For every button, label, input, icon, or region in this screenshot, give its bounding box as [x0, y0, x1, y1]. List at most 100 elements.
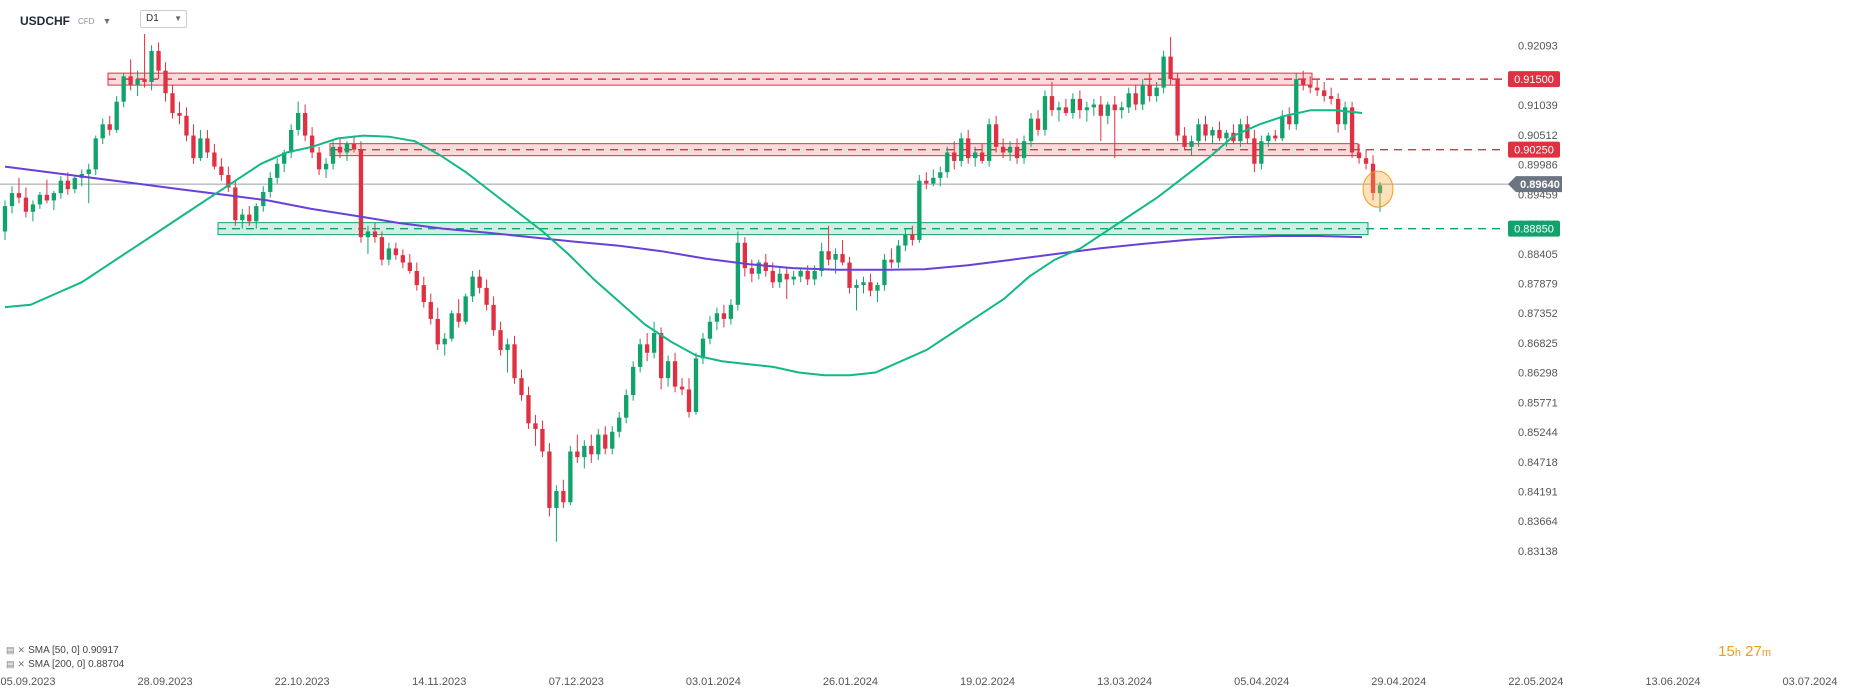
candle-body[interactable]	[295, 112, 301, 130]
candle-body[interactable]	[16, 193, 22, 198]
candle-body[interactable]	[693, 358, 699, 413]
candle-body[interactable]	[316, 152, 322, 170]
sma50-line[interactable]	[4, 109, 1363, 377]
candle-body[interactable]	[463, 296, 468, 322]
candle-body[interactable]	[686, 389, 692, 413]
candle-body[interactable]	[240, 214, 245, 221]
candle-body[interactable]	[1070, 98, 1076, 113]
candle-body[interactable]	[414, 270, 419, 286]
candle-body[interactable]	[735, 242, 741, 305]
candle-body[interactable]	[582, 445, 587, 458]
candle-body[interactable]	[219, 166, 224, 176]
candle-body[interactable]	[631, 366, 636, 396]
candle-body[interactable]	[679, 386, 685, 390]
candle-body[interactable]	[268, 177, 273, 192]
candle-body[interactable]	[624, 395, 629, 418]
candle-body[interactable]	[1049, 96, 1055, 111]
candle-body[interactable]	[1321, 90, 1327, 97]
candle-body[interactable]	[805, 270, 810, 280]
candle-body[interactable]	[700, 338, 706, 359]
candle-body[interactable]	[596, 434, 601, 455]
candle-body[interactable]	[931, 177, 936, 184]
candle-body[interactable]	[603, 434, 608, 449]
candle-body[interactable]	[1140, 84, 1145, 105]
candle-body[interactable]	[1168, 56, 1173, 80]
candle-body[interactable]	[1280, 115, 1285, 139]
candle-body[interactable]	[512, 344, 517, 379]
candle-body[interactable]	[973, 152, 978, 159]
candle-body[interactable]	[868, 282, 873, 291]
candle-body[interactable]	[470, 276, 475, 297]
candle-body[interactable]	[1266, 135, 1271, 142]
candle-body[interactable]	[770, 270, 775, 283]
candle-body[interactable]	[247, 214, 252, 222]
candle-body[interactable]	[400, 255, 406, 263]
candle-body[interactable]	[1021, 141, 1027, 159]
candle-body[interactable]	[1112, 104, 1117, 111]
candle-body[interactable]	[575, 451, 580, 458]
candle-body[interactable]	[1098, 104, 1103, 116]
candle-body[interactable]	[254, 206, 259, 222]
candle-body[interactable]	[554, 490, 559, 508]
candle-body[interactable]	[1349, 107, 1355, 153]
candle-body[interactable]	[1007, 146, 1013, 153]
candle-body[interactable]	[945, 152, 950, 173]
candle-body[interactable]	[191, 135, 196, 159]
candle-body[interactable]	[1273, 135, 1278, 139]
candle-body[interactable]	[1091, 104, 1096, 108]
candle-body[interactable]	[791, 276, 796, 280]
candle-body[interactable]	[1342, 107, 1348, 125]
candle-body[interactable]	[798, 270, 803, 277]
candle-body[interactable]	[302, 112, 308, 136]
candle-body[interactable]	[233, 187, 238, 221]
candle-body[interactable]	[58, 180, 64, 194]
candle-body[interactable]	[1182, 135, 1187, 147]
sma200-line[interactable]	[4, 165, 1363, 271]
candle-body[interactable]	[1217, 129, 1222, 139]
candle-body[interactable]	[533, 423, 538, 429]
candle-body[interactable]	[1133, 93, 1138, 105]
candle-body[interactable]	[589, 445, 594, 455]
candle-body[interactable]	[1245, 124, 1250, 139]
candle-body[interactable]	[1224, 132, 1229, 139]
candle-body[interactable]	[477, 276, 482, 288]
candle-body[interactable]	[86, 169, 91, 174]
candle-body[interactable]	[358, 149, 364, 238]
candle-body[interactable]	[2, 206, 8, 232]
candle-body[interactable]	[1063, 107, 1069, 113]
candle-body[interactable]	[1035, 118, 1041, 130]
candle-body[interactable]	[1000, 146, 1006, 153]
candle-body[interactable]	[1056, 107, 1062, 111]
candle-body[interactable]	[351, 144, 357, 150]
candle-body[interactable]	[163, 70, 168, 94]
candle-body[interactable]	[840, 254, 845, 263]
candle-body[interactable]	[637, 344, 643, 367]
candle-body[interactable]	[1126, 93, 1131, 108]
candle-body[interactable]	[337, 146, 343, 153]
candle-body[interactable]	[484, 287, 489, 305]
candle-body[interactable]	[205, 138, 210, 153]
candle-body[interactable]	[1301, 79, 1306, 85]
candle-body[interactable]	[1028, 118, 1034, 142]
candle-body[interactable]	[1042, 96, 1048, 130]
candle-body[interactable]	[1308, 84, 1313, 88]
candle-body[interactable]	[93, 138, 98, 170]
candle-body[interactable]	[121, 76, 126, 102]
candle-body[interactable]	[644, 344, 650, 353]
candle-body[interactable]	[149, 50, 154, 82]
candle-body[interactable]	[672, 361, 678, 387]
candle-body[interactable]	[72, 177, 77, 190]
candle-body[interactable]	[44, 194, 50, 201]
candle-body[interactable]	[1189, 141, 1194, 147]
candle-body[interactable]	[617, 417, 622, 432]
candle-body[interactable]	[1294, 79, 1299, 125]
candle-body[interactable]	[847, 262, 852, 288]
candle-body[interactable]	[610, 431, 615, 449]
candle-body[interactable]	[491, 304, 496, 331]
candle-body[interactable]	[728, 304, 734, 319]
candle-body[interactable]	[156, 50, 161, 71]
candle-body[interactable]	[1210, 129, 1215, 136]
visibility-toggle-icon[interactable]: ▤	[6, 659, 15, 669]
candle-body[interactable]	[777, 273, 782, 283]
candle-body[interactable]	[1328, 96, 1334, 99]
